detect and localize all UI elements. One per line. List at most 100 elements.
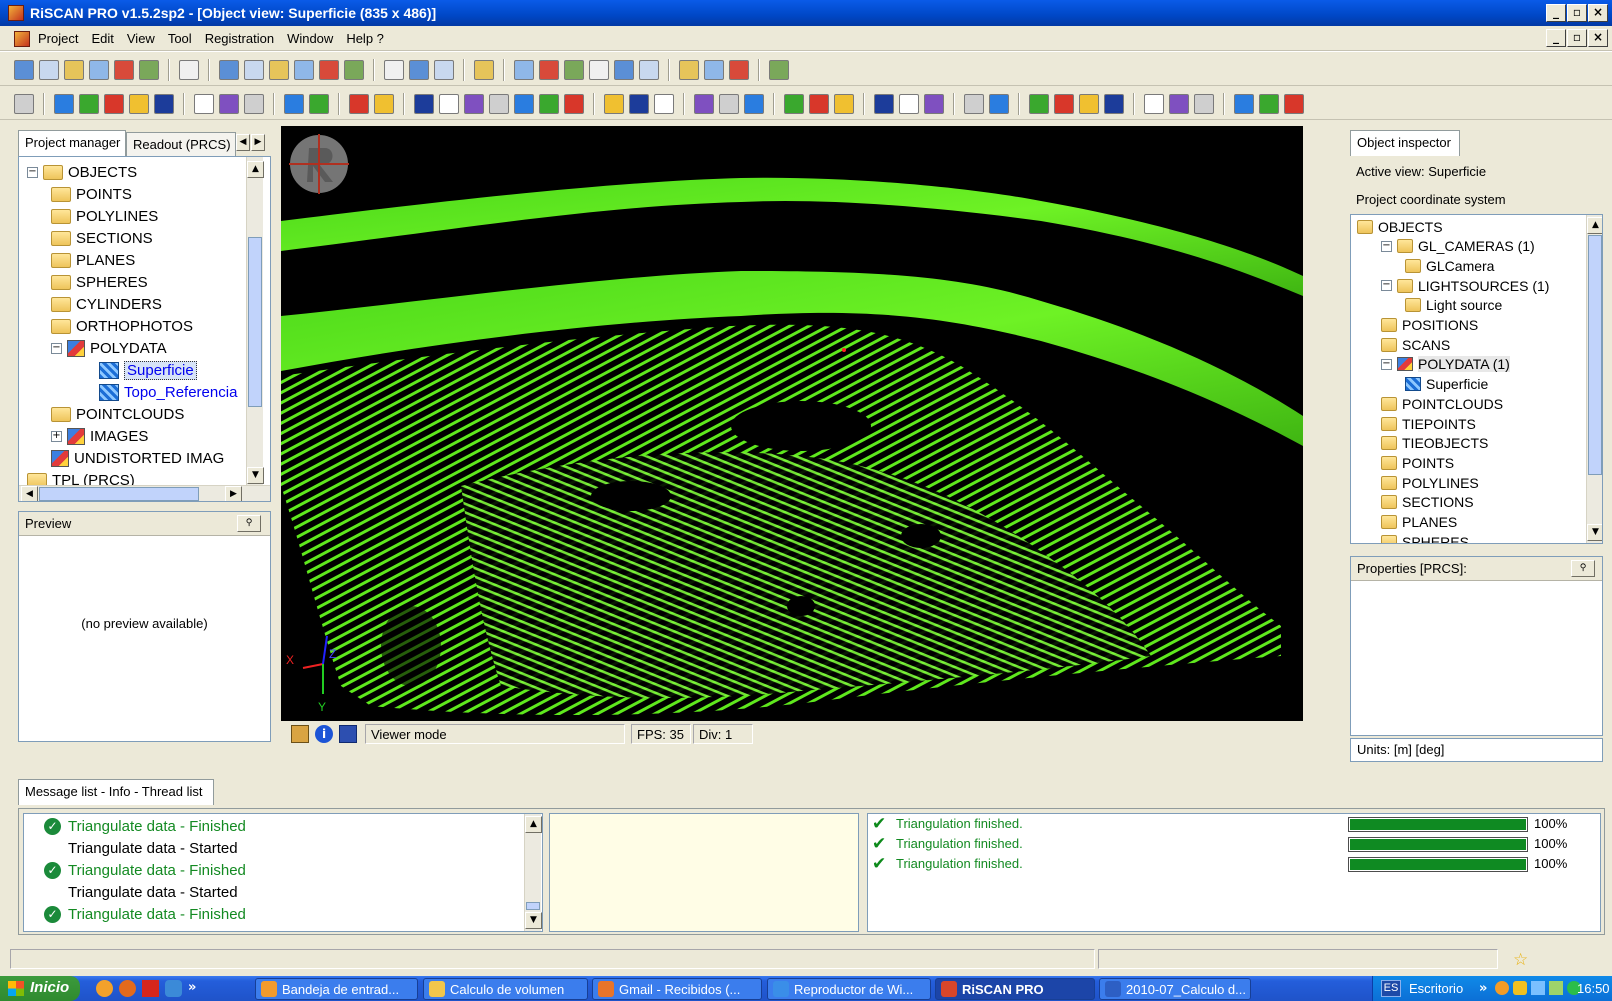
star-icon[interactable]: ☆: [1513, 950, 1529, 970]
document-icon[interactable]: [14, 31, 30, 47]
menu-view[interactable]: View: [126, 31, 155, 46]
toolbar-tool-icon[interactable]: [319, 60, 339, 80]
toolbar-tool-icon[interactable]: [474, 60, 494, 80]
menu-project[interactable]: Project: [38, 31, 79, 46]
taskbar-button[interactable]: RiSCAN PRO: [935, 978, 1095, 1000]
toolbar-tool-icon[interactable]: [439, 94, 459, 114]
toolbar-tool-icon[interactable]: [1104, 94, 1124, 114]
toolbar-tool-icon[interactable]: [489, 94, 509, 114]
close-button[interactable]: ×: [1588, 4, 1608, 22]
toolbar-tool-icon[interactable]: [409, 60, 429, 80]
thread-row[interactable]: ✔ Triangulation finished. 100%: [872, 834, 1597, 854]
project-tree-scrollbar[interactable]: ▲ ▼: [246, 157, 264, 487]
info-icon[interactable]: i: [315, 725, 333, 743]
scroll-left-button[interactable]: ◀: [21, 486, 38, 501]
inspector-item-pointclouds[interactable]: POINTCLOUDS: [1381, 394, 1503, 413]
toolbar-tool-icon[interactable]: [1054, 94, 1074, 114]
toolbar-tool-icon[interactable]: [344, 60, 364, 80]
tree-item-topo-referencia[interactable]: Topo_Referencia: [99, 381, 237, 403]
toolbar-tool-icon[interactable]: [614, 60, 634, 80]
taskbar-button[interactable]: Gmail - Recibidos (...: [592, 978, 762, 1000]
toolbar-tool-icon[interactable]: [1284, 94, 1304, 114]
toolbar-tool-icon[interactable]: [14, 94, 34, 114]
toolbar-tool-icon[interactable]: [784, 94, 804, 114]
doc-restore-button[interactable]: ▫: [1567, 29, 1587, 47]
more-icon[interactable]: »: [188, 980, 197, 995]
expander-icon[interactable]: −: [27, 165, 38, 178]
toolbar-tool-icon[interactable]: [194, 94, 214, 114]
app-shortcut-icon[interactable]: [142, 980, 159, 997]
toolbar-tool-icon[interactable]: [874, 94, 894, 114]
toolbar-tool-icon[interactable]: [349, 94, 369, 114]
toolbar-tool-icon[interactable]: [719, 94, 739, 114]
message-scroll-thumb[interactable]: [526, 902, 540, 910]
tree-item-cylinders[interactable]: CYLINDERS: [51, 293, 162, 315]
tree-item-spheres[interactable]: SPHERES: [51, 271, 148, 293]
inspector-item-light-source[interactable]: Light source: [1405, 296, 1502, 315]
message-item[interactable]: Triangulate data - Started: [44, 840, 238, 857]
app-icon[interactable]: [8, 5, 24, 21]
browser-icon[interactable]: [96, 980, 113, 997]
menu-window[interactable]: Window: [287, 31, 334, 46]
tree-item-polydata[interactable]: − POLYDATA: [51, 337, 167, 359]
doc-close-button[interactable]: ×: [1588, 29, 1608, 47]
save-icon[interactable]: [339, 725, 357, 743]
toolbar-tool-icon[interactable]: [514, 94, 534, 114]
toolbar-tool-icon[interactable]: [219, 60, 239, 80]
properties-pin-button[interactable]: ⚲: [1571, 560, 1595, 577]
taskbar-button[interactable]: Calculo de volumen: [423, 978, 588, 1000]
toolbar-tool-icon[interactable]: [39, 60, 59, 80]
toolbar-tool-icon[interactable]: [114, 60, 134, 80]
taskbar-button[interactable]: Reproductor de Wi...: [767, 978, 931, 1000]
ie-icon[interactable]: [165, 980, 182, 997]
toolbar-tool-icon[interactable]: [464, 94, 484, 114]
toolbar-tool-icon[interactable]: [654, 94, 674, 114]
inspector-item-polylines[interactable]: POLYLINES: [1381, 473, 1479, 492]
inspector-item-positions[interactable]: POSITIONS: [1381, 316, 1478, 335]
language-indicator[interactable]: ES: [1381, 980, 1401, 997]
toolbar-tool-icon[interactable]: [589, 60, 609, 80]
toolbar-tool-icon[interactable]: [694, 94, 714, 114]
toolbar-tool-icon[interactable]: [564, 60, 584, 80]
object-viewport[interactable]: X Z Y: [281, 126, 1303, 721]
inspector-item-sections[interactable]: SECTIONS: [1381, 493, 1474, 512]
message-item[interactable]: ✓ Triangulate data - Finished: [44, 818, 246, 835]
toolbar-tool-icon[interactable]: [704, 60, 724, 80]
toolbar-tool-icon[interactable]: [1029, 94, 1049, 114]
firefox-icon[interactable]: [119, 980, 136, 997]
toolbar-tool-icon[interactable]: [1079, 94, 1099, 114]
inspector-item-gl-cameras-1-[interactable]: − GL_CAMERAS (1): [1381, 237, 1535, 256]
tab-scroll-right-button[interactable]: ▶: [251, 134, 265, 151]
toolbar-tool-icon[interactable]: [899, 94, 919, 114]
menu-tool[interactable]: Tool: [167, 31, 192, 46]
title-bar[interactable]: RiSCAN PRO v1.5.2sp2 - [Object view: Sup…: [0, 0, 1612, 26]
scroll-up-button[interactable]: ▲: [247, 161, 264, 178]
toolbar-tool-icon[interactable]: [639, 60, 659, 80]
thread-row[interactable]: ✔ Triangulation finished. 100%: [872, 814, 1597, 834]
tray-app-icon[interactable]: [1495, 981, 1509, 995]
inspector-scroll-up-button[interactable]: ▲: [1587, 217, 1602, 234]
toolbar-tool-icon[interactable]: [384, 60, 404, 80]
tab-message-list[interactable]: Message list - Info - Thread list: [18, 779, 214, 805]
point-cloud-view[interactable]: X Z Y: [281, 126, 1303, 721]
toolbar-tool-icon[interactable]: [514, 60, 534, 80]
toolbar-tool-icon[interactable]: [219, 94, 239, 114]
update-icon[interactable]: [1549, 981, 1563, 995]
toolbar-tool-icon[interactable]: [79, 94, 99, 114]
toolbar-tool-icon[interactable]: [809, 94, 829, 114]
preview-pin-button[interactable]: ⚲: [237, 515, 261, 532]
inspector-item-tiepoints[interactable]: TIEPOINTS: [1381, 414, 1476, 433]
tree-item-images[interactable]: + IMAGES: [51, 425, 148, 447]
message-scrollbar[interactable]: ▲ ▼: [524, 814, 542, 931]
toolbar-tool-icon[interactable]: [679, 60, 699, 80]
shield-icon[interactable]: [1513, 981, 1527, 995]
toolbar-tool-icon[interactable]: [539, 94, 559, 114]
inspector-item-superficie[interactable]: Superficie: [1405, 375, 1488, 394]
scroll-down-button[interactable]: ▼: [247, 467, 264, 484]
expander-icon[interactable]: −: [1381, 357, 1392, 370]
tree-item-polylines[interactable]: POLYLINES: [51, 205, 158, 227]
toolbar-tool-icon[interactable]: [374, 94, 394, 114]
inspector-item-tieobjects[interactable]: TIEOBJECTS: [1381, 434, 1488, 453]
toolbar-tool-icon[interactable]: [744, 94, 764, 114]
inspector-item-spheres[interactable]: SPHERES: [1381, 532, 1469, 543]
